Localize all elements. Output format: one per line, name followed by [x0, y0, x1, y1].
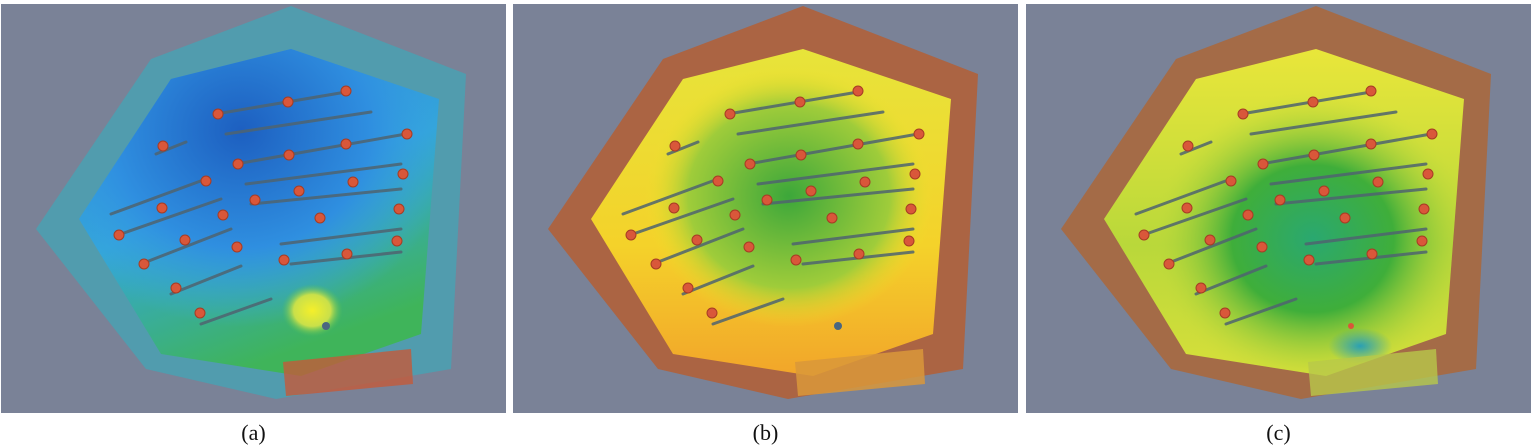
speaker-dots: [625, 85, 925, 319]
auditorium-heatmap-c: [1061, 6, 1491, 399]
seat-rows: [621, 90, 920, 326]
figure-panel-b: [513, 4, 1018, 413]
caption-c: (c): [1266, 420, 1291, 445]
stage: [1308, 349, 1438, 396]
listener-marker: [1348, 323, 1354, 329]
listener-marker: [322, 322, 330, 330]
seat-rows: [109, 90, 408, 326]
listener-marker: [834, 322, 842, 330]
speaker-dots: [113, 85, 413, 319]
auditorium-heatmap-b: [548, 6, 978, 399]
figure-panel-c: [1026, 4, 1531, 413]
caption-a: (a): [241, 420, 266, 445]
stage: [795, 349, 925, 396]
seat-rows: [1134, 90, 1433, 326]
speaker-dots: [1138, 85, 1438, 319]
stage: [283, 349, 413, 396]
auditorium-heatmap-a: [36, 6, 466, 399]
figure-panel-a: [1, 4, 506, 413]
caption-b: (b): [752, 420, 779, 445]
